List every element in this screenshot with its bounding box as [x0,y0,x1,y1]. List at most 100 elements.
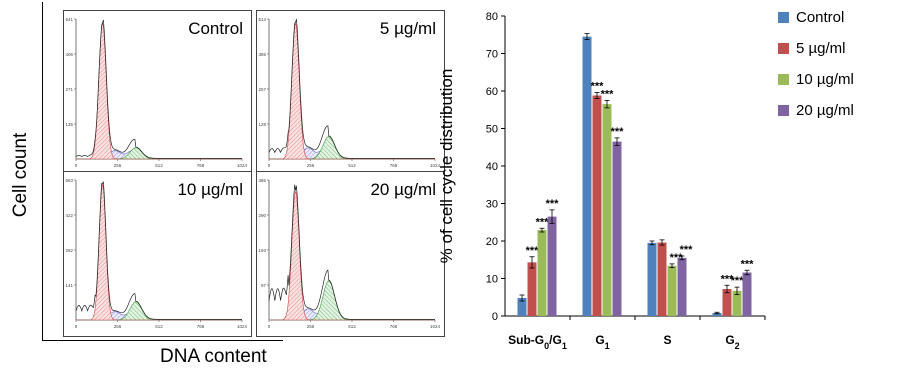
bar-chart-y-tick-label: 40 [486,161,498,173]
histogram-y-tick-label: 282 [65,248,73,253]
histogram-x-tick-label: 768 [197,324,205,329]
significance-stars: *** [591,81,605,93]
bar-chart-y-tick-label: 80 [486,11,498,23]
bar-chart-y-tick-label: 0 [492,311,498,323]
legend-swatch-1 [778,43,789,54]
histogram-x-tick-label: 512 [348,163,356,168]
histogram-y-tick-label: 128 [258,122,266,127]
significance-stars: *** [546,198,560,210]
histogram-y-tick-label: 406 [65,52,73,57]
legend-swatch-2 [778,74,789,85]
histogram-y-tick-label: 386 [258,178,266,183]
histogram-g1-peak [76,23,242,160]
histogram-y-tick-label: 97 [261,283,267,288]
significance-stars: *** [526,245,540,257]
histogram-x-tick-label: 768 [390,324,398,329]
histogram-envelope-line [75,19,242,159]
histogram-y-tick-label: 193 [258,248,266,253]
histogram-y-tick-label: 290 [258,213,266,218]
bar-2-2 [667,265,677,316]
category-label-3: G2 [725,333,739,351]
bar-2-0 [647,242,657,316]
legend-swatch-0 [778,12,789,23]
histogram-5-plot: 128 257 385 514 0 256 512 768 1024 [258,17,441,168]
significance-stars: *** [601,88,615,100]
panel-label-20: 20 µg/ml [370,180,436,199]
bar-chart-y-tick-label: 20 [486,236,498,248]
panel-label-5: 5 µg/ml [379,19,436,38]
bar-3-3 [742,272,752,316]
histogram-x-tick-label: 1024 [430,324,441,329]
histogram-20-plot: 97 193 290 386 0 256 512 768 1024 [258,178,441,329]
bar-chart-y-tick-label: 10 [486,274,498,286]
cell-cycle-bar-chart: 0 10 20 30 40 50 60 70 80 % of cell cycle distrib… [437,9,854,351]
histogram-x-tick-label: 1024 [237,163,248,168]
histogram-g1-peak [269,23,435,160]
histogram-panel-10: 141 282 422 563 0 256 512 768 1024 10 µg/ml [63,171,252,337]
legend-label-0: Control [796,9,844,26]
histogram-y-tick-label: 257 [258,87,266,92]
histogram-envelope-line [75,181,242,320]
bar-2-1 [657,242,667,316]
significance-stars: *** [741,258,755,270]
cell-count-axis-label: Cell count [6,60,36,290]
histogram-panel-control: 135 271 406 541 0 256 512 768 1024 Control [63,10,252,176]
histogram-x-tick-label: 1024 [237,324,248,329]
histogram-envelope-line [268,184,435,320]
histogram-x-tick-label: 256 [307,163,315,168]
histogram-y-tick-label: 422 [65,213,73,218]
bar-0-0 [517,298,527,316]
histogram-x-tick-label: 512 [155,163,163,168]
bar-1-1 [592,95,602,316]
histogram-x-tick-label: 0 [268,163,271,168]
legend-label-2: 10 µg/ml [796,71,854,88]
histogram-panel-20: 97 193 290 386 0 256 512 768 1024 20 µg/ml [256,171,445,337]
histogram-y-tick-label: 514 [258,17,266,22]
histogram-10-plot: 141 282 422 563 0 256 512 768 1024 [65,178,248,329]
significance-stars: *** [680,244,694,256]
histogram-x-tick-label: 768 [197,163,205,168]
bar-0-1 [527,262,537,316]
bar-0-3 [547,216,557,316]
bar-chart-y-tick-label: 30 [486,199,498,211]
histogram-panel-5: 128 257 385 514 0 256 512 768 1024 5 µg/ml [256,10,445,176]
histogram-y-tick-label: 541 [65,17,73,22]
histogram-x-tick-label: 0 [75,324,78,329]
bar-chart-y-tick-label: 60 [486,86,498,98]
histogram-y-tick-label: 385 [258,52,266,57]
significance-stars: *** [731,275,745,287]
bar-1-2 [602,104,612,316]
bar-chart-y-tick-label: 70 [486,49,498,61]
significance-stars: *** [611,126,625,138]
bar-0-2 [537,230,547,316]
histogram-y-tick-label: 141 [65,283,73,288]
histogram-x-tick-label: 0 [268,324,271,329]
histogram-y-tick-label: 563 [65,178,73,183]
bar-1-0 [582,36,592,316]
histogram-x-tick-label: 256 [114,163,122,168]
histogram-x-tick-label: 768 [390,163,398,168]
histogram-envelope-line [268,18,435,159]
cell-count-label-text: Cell count [10,132,31,218]
histogram-x-tick-label: 512 [155,324,163,329]
category-label-1: G1 [595,333,609,351]
bar-2-3 [677,257,687,316]
bar-chart-y-tick-label: 50 [486,124,498,136]
category-label-0: Sub-G0/G1 [508,333,567,351]
panel-label-10: 10 µg/ml [177,180,243,199]
histogram-x-tick-label: 512 [348,324,356,329]
significance-stars: *** [721,273,735,285]
bar-3-0 [712,313,722,316]
bar-1-3 [612,141,622,316]
histogram-frame [42,2,283,341]
histogram-x-tick-label: 1024 [430,163,441,168]
category-label-2: S [663,333,671,347]
dna-content-axis-label: DNA content [160,346,267,367]
histogram-control-plot: 135 271 406 541 0 256 512 768 1024 [65,17,248,168]
bar-3-1 [722,289,732,316]
histogram-y-tick-label: 271 [65,87,73,92]
histogram-x-tick-label: 0 [75,163,78,168]
histogram-x-tick-label: 256 [307,324,315,329]
panel-label-control: Control [188,19,243,38]
histogram-x-tick-label: 256 [114,324,122,329]
